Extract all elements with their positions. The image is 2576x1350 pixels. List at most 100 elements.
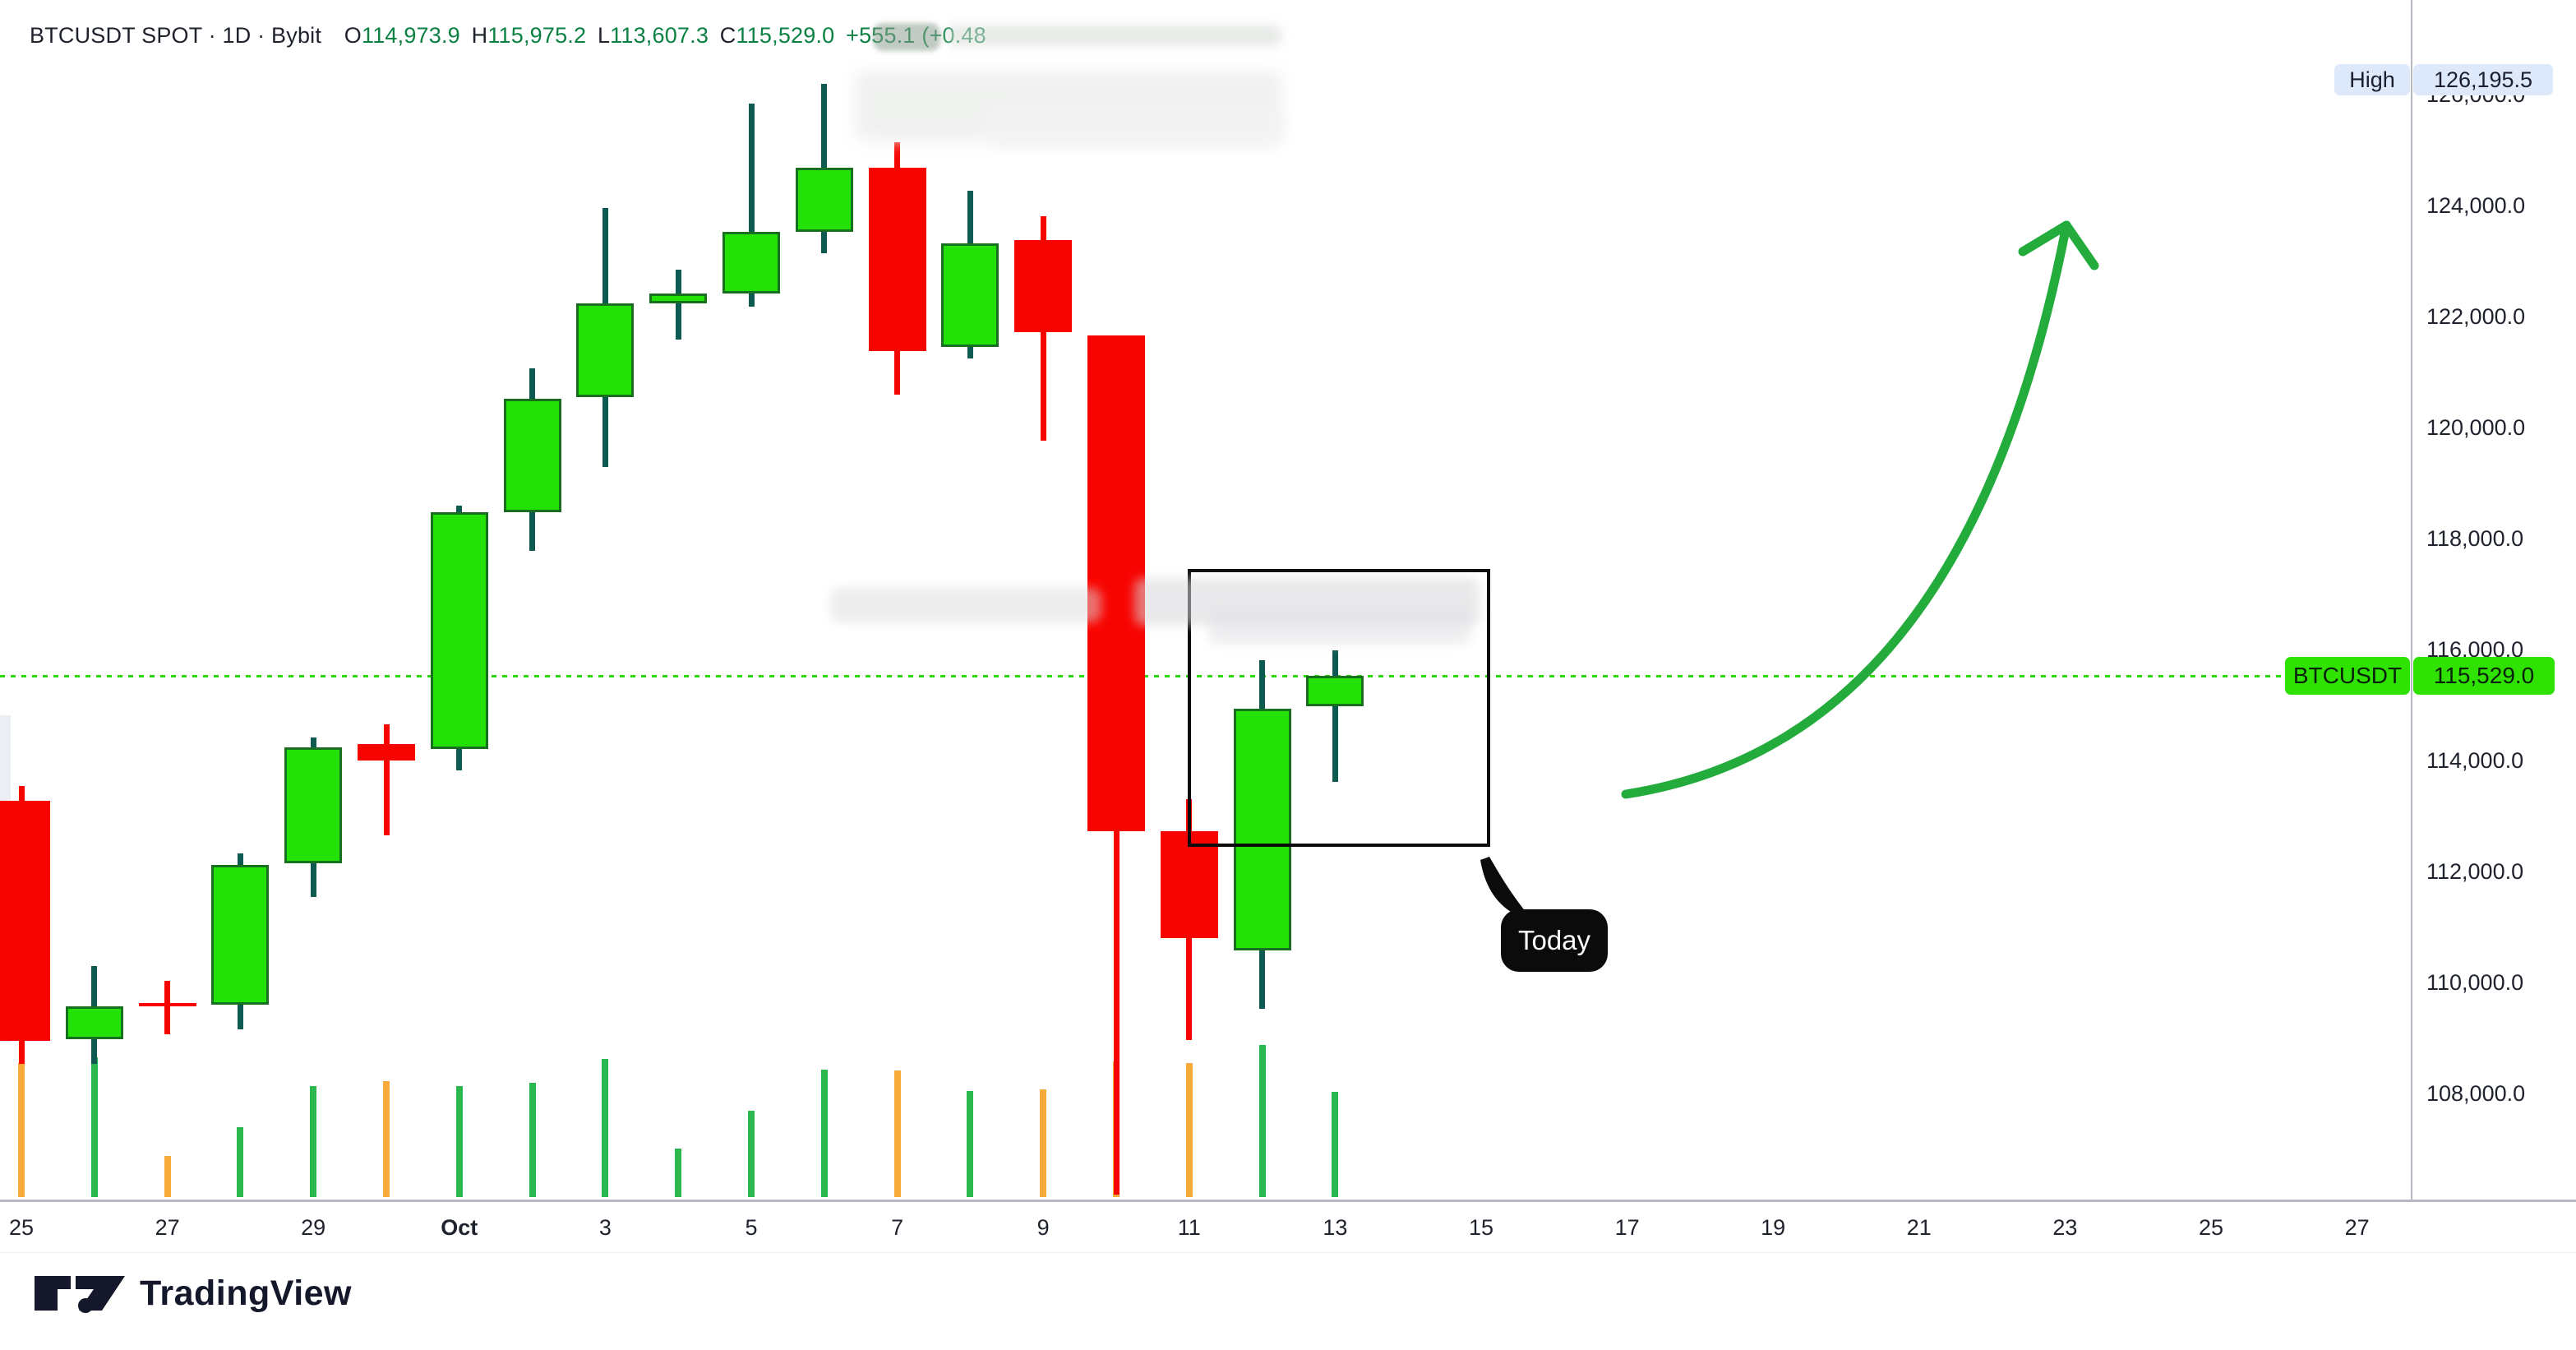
candle-wick	[748, 103, 755, 307]
price-tick-label: 112,000.0	[2426, 858, 2524, 884]
today-tooltip: Today	[1501, 909, 1608, 972]
candle-body	[503, 399, 561, 512]
price-tick-label: 120,000.0	[2426, 414, 2526, 440]
time-scale[interactable]	[0, 1202, 2576, 1251]
blur-smudge	[873, 23, 940, 51]
blur-smudge	[830, 588, 1101, 622]
candle-body	[430, 512, 488, 749]
time-tick-label: 25	[2198, 1215, 2224, 1240]
high-value: 115,975.2	[487, 23, 587, 48]
tradingview-logo-text: TradingView	[140, 1273, 352, 1313]
candle-body	[576, 303, 635, 398]
candle-body	[211, 864, 270, 1006]
today-tooltip-label: Today	[1517, 925, 1591, 955]
price-tick-label: 114,000.0	[2426, 747, 2524, 773]
time-tick-label: 21	[1906, 1215, 1932, 1240]
time-tick-label: 13	[1323, 1215, 1348, 1240]
candle-body	[1160, 831, 1218, 938]
high-price-badge-value: 126,195.5	[2413, 64, 2553, 95]
low-value: 113,607.3	[610, 23, 709, 48]
volume-bar	[529, 1083, 536, 1197]
volume-bar	[310, 1085, 317, 1197]
time-tick-label: 25	[8, 1215, 35, 1240]
low-label: L	[597, 23, 611, 48]
high-badge-label: High	[2349, 67, 2395, 92]
candle-body	[649, 294, 708, 303]
blur-smudge	[945, 25, 1282, 46]
volume-bar	[820, 1069, 828, 1197]
last-price-value: 115,529.0	[2433, 663, 2535, 688]
time-axis-separator	[0, 1200, 2576, 1202]
volume-bar	[1185, 1063, 1193, 1197]
time-tick-label: 15	[1468, 1215, 1494, 1240]
price-axis-separator	[2411, 0, 2412, 1200]
high-price-badge: High	[2334, 64, 2410, 95]
blur-smudge	[1208, 608, 1471, 645]
candle-body	[0, 801, 50, 1042]
volume-bar	[1332, 1092, 1339, 1197]
volume-bar	[675, 1148, 682, 1197]
candle-body	[1306, 675, 1364, 706]
candle-body	[284, 747, 343, 863]
time-tick-label: 23	[2052, 1215, 2078, 1240]
open-value: 114,973.9	[361, 23, 460, 48]
time-tick-label: 3	[598, 1215, 612, 1240]
volume-bar	[18, 1063, 25, 1197]
volume-bar	[748, 1110, 755, 1197]
volume-bar	[90, 1056, 98, 1197]
volume-bar	[383, 1081, 390, 1197]
candle-body	[65, 1006, 123, 1040]
candle-body	[722, 232, 780, 294]
time-tick-label: 27	[155, 1215, 180, 1240]
time-tick-label: 11	[1177, 1215, 1201, 1240]
last-price-dotted-line	[0, 674, 2411, 677]
volume-bar	[1258, 1045, 1266, 1197]
last-price-symbol-pill: BTCUSDT	[2285, 657, 2410, 695]
time-tick-label: 9	[1036, 1215, 1050, 1240]
candle-body	[358, 744, 415, 761]
candle-body	[795, 167, 853, 233]
candle-wick	[675, 270, 681, 340]
candle-wick	[164, 980, 171, 1035]
last-price-value-pill: 115,529.0	[2413, 657, 2555, 695]
candle-body	[1233, 708, 1291, 951]
high-badge-value: 126,195.5	[2433, 67, 2533, 92]
close-value: 115,529.0	[736, 23, 835, 48]
symbol-title: BTCUSDT SPOT · 1D · Bybit	[30, 23, 322, 48]
high-label: H	[471, 23, 488, 48]
time-tick-label: 27	[2344, 1215, 2370, 1240]
volume-bar	[602, 1058, 609, 1197]
candle-wick	[1332, 650, 1338, 783]
time-axis-bottom-border	[0, 1252, 2576, 1253]
price-scale[interactable]	[2412, 0, 2576, 1199]
tradingview-logo-icon	[35, 1276, 125, 1313]
candle-wick	[383, 724, 390, 835]
volume-bar	[455, 1085, 463, 1197]
time-tick-label: Oct	[441, 1215, 478, 1240]
volume-bar	[164, 1156, 171, 1197]
blur-smudge	[986, 107, 1282, 148]
time-tick-label: 19	[1761, 1215, 1786, 1240]
candle-body	[941, 243, 999, 347]
tradingview-logo[interactable]: TradingView	[33, 1273, 352, 1314]
close-label: C	[719, 23, 736, 48]
volume-bar	[967, 1090, 974, 1197]
volume-bar	[893, 1070, 901, 1197]
price-tick-label: 118,000.0	[2426, 525, 2524, 551]
volume-bar	[237, 1126, 244, 1197]
price-tick-label: 108,000.0	[2426, 1080, 2526, 1106]
volume-bar	[1040, 1089, 1047, 1197]
open-label: O	[344, 23, 362, 48]
time-tick-label: 17	[1614, 1215, 1640, 1240]
price-tick-label: 110,000.0	[2426, 969, 2524, 995]
price-tick-label: 124,000.0	[2426, 192, 2526, 218]
candle-body	[138, 1003, 196, 1007]
candle-body	[868, 167, 926, 352]
rectangle-annotation	[1188, 569, 1490, 847]
time-tick-label: 29	[301, 1215, 326, 1240]
time-tick-label: 7	[891, 1215, 904, 1240]
time-tick-label: 5	[745, 1215, 758, 1240]
